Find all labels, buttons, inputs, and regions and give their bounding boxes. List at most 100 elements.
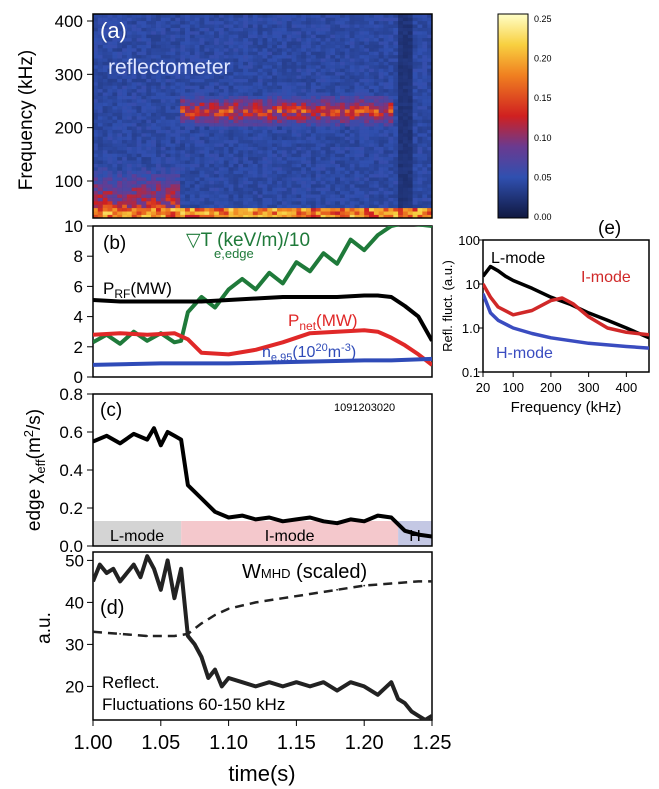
spectrogram-cell	[122, 112, 128, 117]
spectrogram-cell	[107, 99, 113, 103]
spectrogram-cell	[180, 54, 186, 59]
spectrogram-cell	[325, 201, 331, 205]
spectrogram-cell	[277, 14, 283, 18]
panel-b-series-1-point	[173, 300, 176, 303]
spectrogram-cell	[388, 17, 394, 22]
spectrogram-cell	[97, 78, 103, 83]
spectrogram-cell	[93, 78, 99, 83]
spectrogram-cell	[398, 51, 404, 56]
spectrogram-cell	[102, 27, 108, 32]
spectrogram-cell	[238, 34, 244, 39]
spectrogram-cell	[199, 214, 205, 219]
panel-c-series-0-point	[404, 529, 406, 532]
spectrogram-cell	[194, 34, 200, 39]
spectrogram-cell	[243, 27, 249, 32]
spectrogram-cell	[223, 139, 229, 144]
spectrogram-cell	[185, 27, 191, 32]
spectrogram-cell	[170, 14, 176, 18]
spectrogram-cell	[369, 163, 375, 168]
panel-d-series-0-point	[336, 689, 338, 692]
spectrogram-cell	[277, 119, 283, 124]
spectrogram-cell	[398, 177, 404, 181]
spectrogram-cell	[214, 170, 220, 175]
spectrogram-cell	[398, 112, 404, 117]
spectrogram-cell	[335, 146, 341, 151]
spectrogram-cell	[185, 204, 191, 209]
spectrogram-cell	[131, 34, 137, 39]
spectrogram-cell	[364, 105, 370, 110]
spectrogram-cell	[306, 129, 312, 134]
spectrogram-cell	[257, 133, 263, 137]
spectrogram-cell	[218, 119, 224, 124]
spectrogram-cell	[407, 122, 413, 127]
spectrogram-cell	[306, 136, 312, 141]
spectrogram-cells	[93, 14, 433, 219]
spectrogram-cell	[185, 146, 191, 151]
spectrogram-cell	[369, 54, 375, 59]
spectrogram-cell	[156, 214, 162, 219]
spectrogram-cell	[320, 82, 326, 86]
spectrogram-cell	[233, 126, 239, 130]
spectrogram-cell	[398, 204, 404, 209]
spectrogram-cell	[277, 65, 283, 69]
spectrogram-cell	[194, 78, 200, 83]
spectrogram-cell	[223, 122, 229, 127]
spectrogram-cell	[257, 48, 263, 52]
spectrogram-cell	[151, 75, 157, 79]
spectrogram-cell	[349, 24, 355, 28]
spectrogram-cell	[238, 184, 244, 188]
spectrogram-cell	[97, 197, 103, 202]
spectrogram-cell	[340, 44, 346, 49]
spectrogram-cell	[141, 78, 147, 83]
spectrogram-cell	[257, 150, 263, 154]
spectrogram-cell	[301, 61, 307, 66]
spectrogram-cell	[170, 116, 176, 120]
panel-c-series-0-point	[363, 520, 366, 523]
spectrogram-cell	[248, 71, 254, 76]
spectrogram-cell	[146, 27, 152, 32]
spectrogram-cell	[402, 82, 408, 86]
spectrogram-cell	[330, 54, 336, 59]
spectrogram-cell	[427, 14, 433, 18]
colorbar-tick-label: 0.00	[534, 212, 552, 222]
spectrogram-cell	[117, 48, 123, 52]
spectrogram-cell	[238, 75, 244, 79]
spectrogram-cell	[209, 24, 215, 28]
spectrogram-cell	[194, 119, 200, 124]
spectrogram-cell	[126, 160, 132, 164]
spectrogram-cell	[151, 194, 157, 198]
panel-d-ylabel: a.u.	[34, 612, 55, 644]
spectrogram-cell	[185, 173, 191, 178]
panel-e-lines	[483, 264, 649, 350]
spectrogram-cell	[117, 95, 123, 100]
spectrogram-cell	[223, 54, 229, 59]
spectrogram-cell	[281, 146, 287, 151]
spectrogram-cell	[417, 204, 423, 209]
spectrogram-cell	[126, 190, 132, 195]
spectrogram-cell	[223, 17, 229, 22]
spectrogram-cell	[238, 167, 244, 171]
spectrogram-cell	[136, 75, 142, 79]
spectrogram-cell	[267, 170, 273, 175]
spectrogram-cell	[369, 109, 375, 113]
spectrogram-cell	[97, 105, 103, 110]
spectrogram-cell	[199, 17, 205, 22]
spectrogram-cell	[257, 78, 263, 83]
spectrogram-cell	[185, 51, 191, 56]
spectrogram-cell	[223, 194, 229, 198]
spectrogram-cell	[402, 146, 408, 151]
spectrogram-cell	[233, 173, 239, 178]
spectrogram-cell	[228, 160, 234, 164]
spectrogram-cell	[422, 88, 428, 93]
spectrogram-cell	[156, 14, 162, 18]
spectrogram-cell	[126, 71, 132, 76]
spectrogram-cell	[248, 88, 254, 93]
spectrogram-cell	[306, 190, 312, 195]
panel-e-series-1-point	[587, 315, 590, 318]
spectrogram-cell	[393, 126, 399, 130]
spectrogram-cell	[407, 48, 413, 52]
spectrogram-cell	[204, 180, 210, 185]
spectrogram-cell	[398, 143, 404, 147]
spectrogram-cell	[165, 68, 171, 73]
spectrogram-cell	[412, 211, 418, 215]
